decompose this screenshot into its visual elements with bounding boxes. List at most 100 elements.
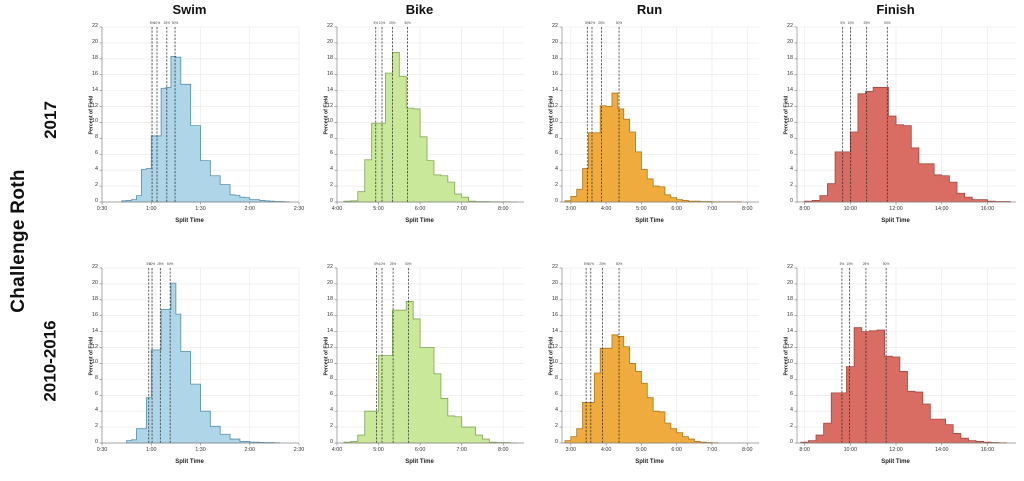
y-tick-label: 16 <box>92 70 98 77</box>
percentile-label-25pct: 25% <box>863 21 870 25</box>
x-axis-label: Split Time <box>405 218 434 224</box>
y-tick-label: 2 <box>330 182 333 189</box>
y-tick-label: 22 <box>787 264 793 270</box>
y-tick-label: 20 <box>787 38 793 45</box>
x-tick-label: 0:30 <box>96 447 108 453</box>
y-tick-label: 12 <box>92 102 98 109</box>
percentile-label-50pct: 50% <box>171 21 179 25</box>
y-tick-label: 20 <box>327 38 333 45</box>
y-tick-label: 12 <box>327 343 333 350</box>
y-tick-label: 4 <box>790 407 793 414</box>
y-tick-label: 18 <box>787 54 793 61</box>
percentile-label-5pct: 5% <box>146 262 152 266</box>
x-tick-label: 4:00 <box>600 447 612 453</box>
plot-area <box>794 26 1016 205</box>
x-tick-label: 0:30 <box>96 206 108 212</box>
x-tick-label: 8:00 <box>799 447 810 453</box>
y-tick-label: 8 <box>790 134 793 141</box>
y-tick-label: 4 <box>790 166 793 173</box>
plot-area <box>99 267 300 446</box>
y-tick-label: 10 <box>787 359 793 366</box>
row-label-2010-2016: 2010-2016 <box>34 241 68 481</box>
percentile-label-5pct: 5% <box>839 262 845 266</box>
x-tick-label: 2:30 <box>293 447 305 453</box>
percentile-label-50pct: 50% <box>405 262 412 266</box>
plot-area <box>334 267 524 446</box>
percentile-label-25pct: 25% <box>163 21 171 25</box>
y-tick-label: 4 <box>95 166 98 173</box>
y-tick-label: 16 <box>327 70 333 77</box>
y-tick-label: 20 <box>552 279 558 286</box>
y-tick-label: 18 <box>327 54 333 61</box>
percentile-label-10pct: 10% <box>588 21 596 25</box>
percentile-label-25pct: 25% <box>389 21 396 25</box>
y-tick-label: 8 <box>330 134 333 141</box>
x-tick-label: 8:00 <box>799 206 810 212</box>
x-tick-label: 5:00 <box>636 447 647 453</box>
percentile-label-10pct: 10% <box>153 21 161 25</box>
y-tick-label: 12 <box>787 343 793 350</box>
y-tick-label: 20 <box>92 279 98 286</box>
row-label-2017-text: 2017 <box>41 101 61 139</box>
percentile-label-5pct: 5% <box>583 262 589 266</box>
y-tick-label: 4 <box>555 407 558 414</box>
percentile-label-5pct: 5% <box>373 21 379 25</box>
x-tick-label: 8:00 <box>497 447 509 453</box>
y-tick-label: 20 <box>92 38 98 45</box>
x-tick-label: 1:00 <box>146 206 157 212</box>
panel-title: Swim <box>172 2 207 17</box>
y-tick-label: 14 <box>92 327 98 334</box>
panel-title: Finish <box>876 2 915 17</box>
x-tick-label: 10:00 <box>843 206 858 212</box>
row-label-2010-2016-text: 2010-2016 <box>41 320 60 402</box>
percentile-label-10pct: 10% <box>846 262 853 266</box>
x-tick-label: 7:00 <box>456 206 467 212</box>
y-tick-label: 20 <box>787 279 793 286</box>
y-tick-label: 12 <box>92 343 98 350</box>
x-tick-label: 7:00 <box>706 447 718 453</box>
y-tick-label: 6 <box>790 150 793 157</box>
y-tick-label: 6 <box>330 150 333 157</box>
y-tick-label: 2 <box>95 423 98 430</box>
y-tick-label: 14 <box>327 327 333 334</box>
y-tick-label: 16 <box>787 311 793 318</box>
x-tick-label: 14:00 <box>934 206 949 212</box>
percentile-label-50pct: 50% <box>166 262 174 266</box>
row-label-2017: 2017 <box>34 0 68 240</box>
y-tick-label: 12 <box>552 102 558 109</box>
x-tick-label: 6:00 <box>414 206 426 212</box>
panel-swim-2010-2016: Percent of Field Split Time 0 2 4 6 8 10 12 14 16 1… <box>72 241 307 481</box>
percentile-label-5pct: 5% <box>149 21 155 25</box>
percentile-label-5pct: 5% <box>584 21 590 25</box>
percentile-label-10pct: 10% <box>378 262 386 266</box>
percentile-label-25pct: 25% <box>157 262 164 266</box>
y-tick-label: 2 <box>330 423 333 430</box>
x-tick-label: 5:00 <box>636 206 647 212</box>
x-tick-label: 5:00 <box>373 206 384 212</box>
x-tick-label: 14:00 <box>934 447 949 453</box>
y-tick-label: 22 <box>92 264 98 270</box>
y-tick-label: 22 <box>787 23 793 29</box>
x-tick-label: 4:00 <box>331 206 343 212</box>
x-tick-label: 5:00 <box>373 447 384 453</box>
y-tick-label: 0 <box>330 439 333 445</box>
plot-area <box>99 26 300 205</box>
y-tick-label: 16 <box>92 311 98 318</box>
y-tick-label: 0 <box>95 198 98 204</box>
y-tick-label: 14 <box>327 86 333 93</box>
y-tick-label: 14 <box>552 327 558 334</box>
x-tick-label: 7:00 <box>456 447 467 453</box>
percentile-label-10pct: 10% <box>148 262 156 266</box>
x-tick-label: 6:00 <box>671 206 682 212</box>
plot-area <box>334 26 524 205</box>
y-tick-label: 10 <box>327 118 333 125</box>
y-tick-label: 14 <box>787 327 793 334</box>
panel-finish-2010-2016: Percent of Field Split Time 0 2 4 6 8 10 12 14 16 1… <box>767 241 1024 481</box>
y-tick-label: 22 <box>327 264 333 270</box>
percentile-label-50pct: 50% <box>884 21 891 25</box>
x-axis-label: Split Time <box>635 218 664 224</box>
y-tick-label: 6 <box>95 391 98 398</box>
y-tick-label: 20 <box>327 279 333 286</box>
x-tick-label: 3:00 <box>565 447 577 453</box>
x-tick-label: 6:00 <box>671 447 682 453</box>
